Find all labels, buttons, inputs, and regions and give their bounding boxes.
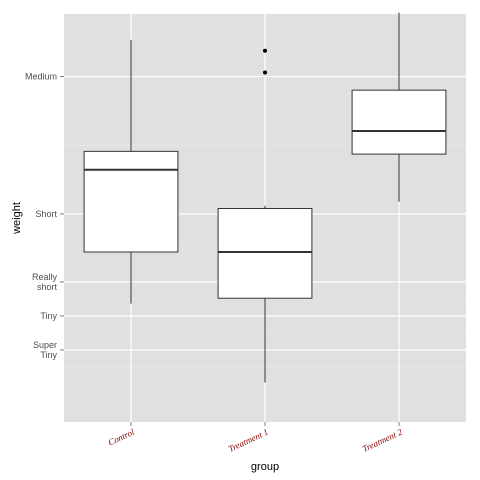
x-tick-label: Treatment 1: [227, 427, 270, 454]
outlier-point: [263, 70, 267, 75]
box: [351, 89, 447, 155]
y-tick-label: Medium: [25, 72, 57, 82]
y-axis-title: weight: [11, 202, 23, 235]
y-tick-label: Super Tiny: [33, 340, 58, 360]
box: [217, 207, 313, 299]
y-tick-label: Tiny: [40, 311, 57, 321]
x-axis-title: group: [251, 461, 279, 473]
y-tick-label-line: Super: [33, 340, 57, 350]
x-axis: Control Treatment 1 Treatment 2: [107, 422, 405, 454]
y-tick-label-line: Tiny: [40, 311, 57, 321]
y-tick-label-line: short: [37, 282, 58, 292]
outlier-point: [263, 48, 267, 53]
box-group: [83, 39, 179, 304]
y-tick-label: Short: [35, 209, 57, 219]
y-tick-label-line: Tiny: [40, 350, 57, 360]
y-tick-label-line: Short: [35, 209, 57, 219]
box: [83, 150, 179, 253]
boxes: [83, 12, 447, 383]
y-tick-label-line: Medium: [25, 72, 57, 82]
y-tick-label-line: Really: [32, 272, 58, 282]
x-tick-label: Treatment 2: [361, 427, 405, 454]
y-tick-label: Really short: [32, 272, 58, 292]
box-group: [351, 12, 447, 202]
x-tick-label: Control: [107, 427, 137, 448]
box-group: [217, 48, 313, 383]
